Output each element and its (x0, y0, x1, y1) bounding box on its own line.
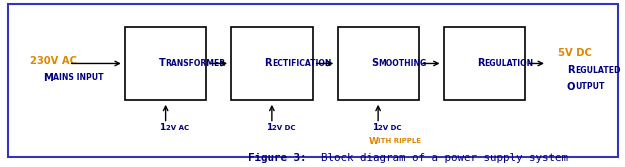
Text: UTPUT: UTPUT (575, 82, 604, 91)
Text: 2V DC: 2V DC (378, 125, 402, 131)
Text: W: W (368, 137, 378, 146)
Text: EGULATION: EGULATION (484, 59, 534, 68)
Text: ECTIFICATION: ECTIFICATION (272, 59, 331, 68)
Text: 230V AC: 230V AC (29, 56, 77, 66)
Text: Figure 3:: Figure 3: (248, 153, 306, 163)
Text: 1: 1 (159, 123, 166, 132)
Text: 2V DC: 2V DC (272, 125, 296, 131)
Text: R: R (568, 65, 575, 75)
Bar (338, 27, 419, 100)
Text: S: S (371, 58, 378, 68)
Text: EGULATED: EGULATED (575, 66, 621, 75)
Text: AINS INPUT: AINS INPUT (53, 73, 104, 82)
Text: T: T (159, 58, 166, 68)
Text: ITH RIPPLE: ITH RIPPLE (378, 138, 421, 144)
Text: MOOTHING: MOOTHING (378, 59, 426, 68)
Text: M: M (43, 73, 53, 83)
Text: O: O (566, 82, 575, 92)
Text: Block diagram of a power supply system: Block diagram of a power supply system (308, 153, 568, 163)
Text: 1: 1 (372, 123, 378, 132)
Text: 2V AC: 2V AC (166, 125, 189, 131)
Text: RANSFORMER: RANSFORMER (166, 59, 226, 68)
Text: R: R (264, 58, 272, 68)
Text: 1: 1 (266, 123, 272, 132)
Bar (231, 27, 312, 100)
Text: 5V DC: 5V DC (558, 48, 592, 58)
Bar (444, 27, 525, 100)
Text: R: R (477, 58, 484, 68)
Bar (125, 27, 206, 100)
